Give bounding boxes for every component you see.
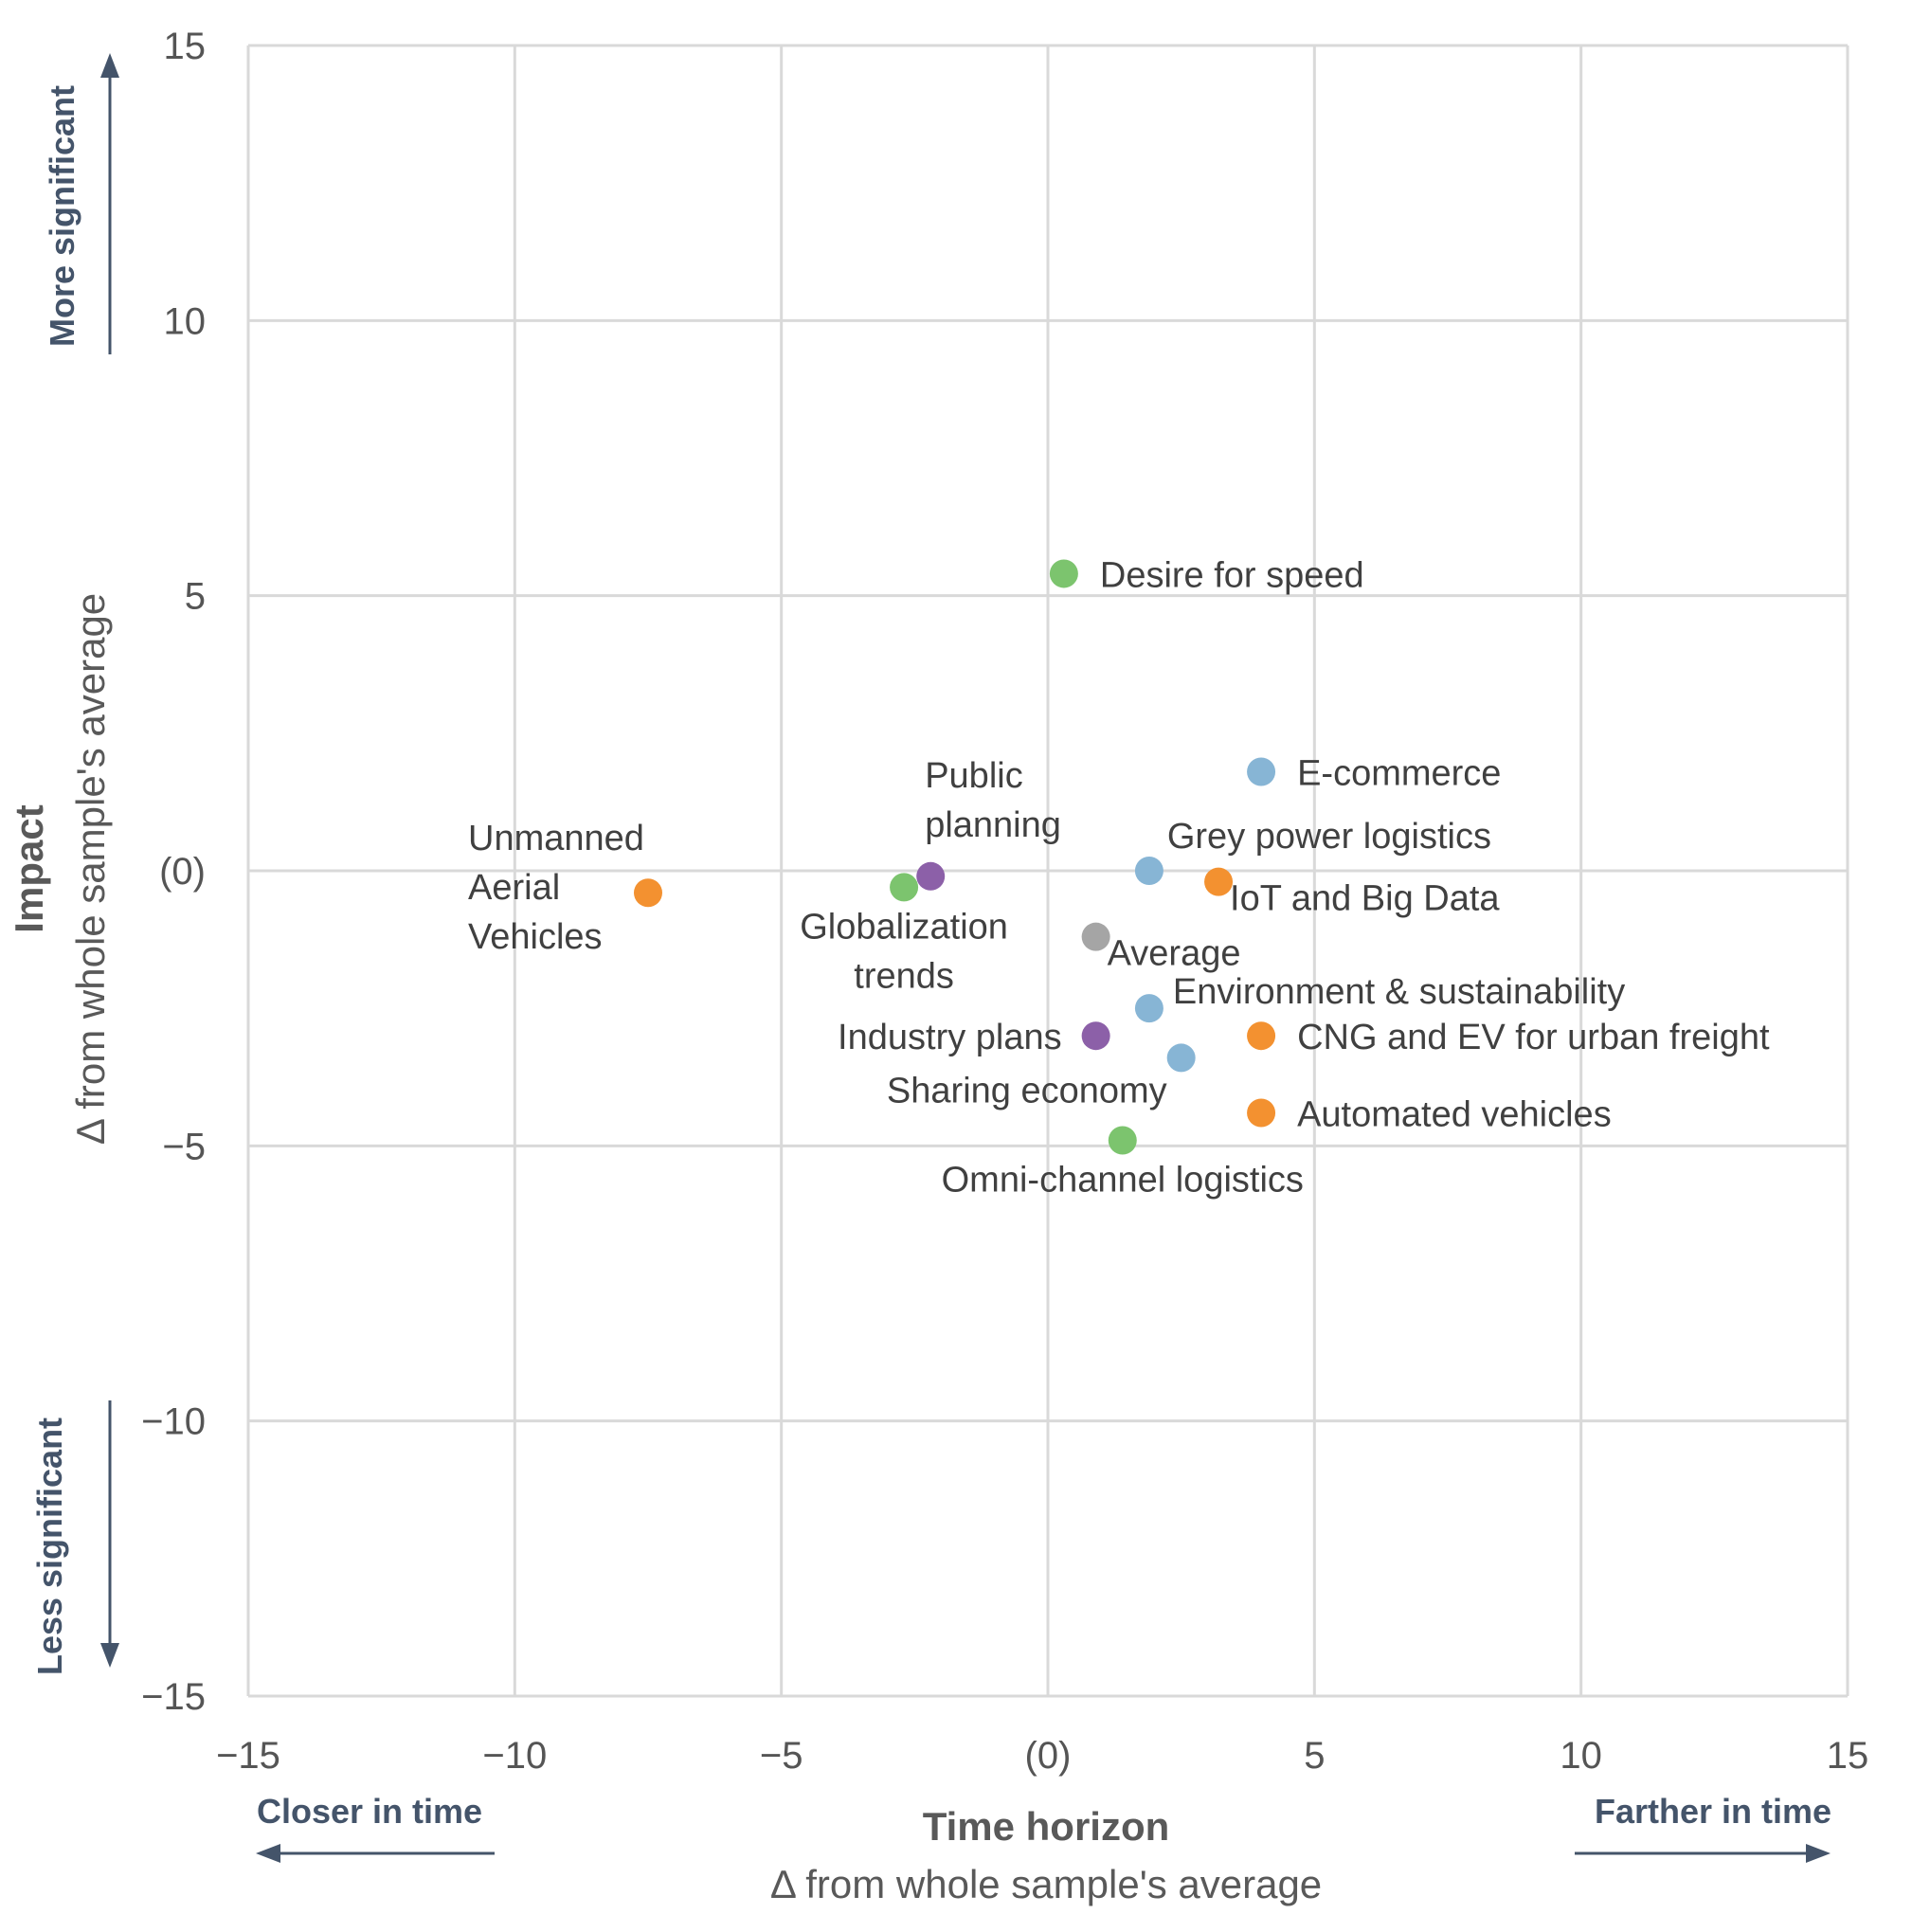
point-iot-and-big-data xyxy=(1204,867,1234,896)
less-significant-arrowhead xyxy=(100,1643,119,1668)
more-significant-arrowhead xyxy=(100,53,119,78)
point-industry-plans xyxy=(1081,1021,1110,1051)
x-tick-label: (0) xyxy=(1025,1735,1072,1777)
label-average: Average xyxy=(1108,934,1241,974)
point-automated-vehicles xyxy=(1247,1098,1276,1128)
y-tick-label: 5 xyxy=(185,576,206,618)
farther-in-time-arrowhead xyxy=(1806,1844,1831,1863)
tick-labels: −15 −10 −5 (0) 5 10 15 −15 −10 −5 (0) 5 10 15 xyxy=(141,26,1868,1777)
point-desire-for-speed xyxy=(1049,559,1078,588)
x-tick-label: 10 xyxy=(1560,1735,1602,1777)
label-environment-and-sustainability: Environment & sustainability xyxy=(1173,972,1625,1012)
y-axis-title: Impact xyxy=(7,804,51,932)
data-points xyxy=(634,559,1276,1155)
point-environment-and-sustainability xyxy=(1134,994,1163,1023)
point-cng-and-ev-for-urban-freight xyxy=(1247,1021,1276,1051)
point-omni-channel-logistics xyxy=(1108,1126,1137,1155)
label-iot-and-big-data: IoT and Big Data xyxy=(1230,879,1500,919)
label-grey-power-logistics: Grey power logistics xyxy=(1167,817,1491,857)
x-axis-subtitle: Δ from whole sample's average xyxy=(770,1862,1322,1906)
y-axis-title-group: Impact Δ from whole sample's average xyxy=(7,593,113,1145)
less-significant-label: Less significant xyxy=(30,1417,69,1675)
label-globalization-trends: Globalization xyxy=(800,907,1008,947)
label-public-planning: Public xyxy=(925,756,1023,796)
point-grey-power-logistics xyxy=(1134,857,1163,885)
label-cng-and-ev-for-urban-freight: CNG and EV for urban freight xyxy=(1297,1018,1770,1057)
x-axis-title-group: Time horizon Δ from whole sample's avera… xyxy=(770,1804,1322,1906)
x-tick-label: −10 xyxy=(482,1735,547,1777)
point-sharing-economy xyxy=(1166,1043,1196,1073)
y-tick-label: 15 xyxy=(164,26,207,67)
label-unmanned-aerial-vehicles: Unmanned xyxy=(468,819,644,858)
label-public-planning: planning xyxy=(925,805,1061,845)
point-labels: Desire for speed E-commerce Grey power log… xyxy=(468,555,1770,1200)
label-automated-vehicles: Automated vehicles xyxy=(1297,1094,1612,1134)
point-globalization-trends xyxy=(890,873,919,902)
x-tick-label: 15 xyxy=(1827,1735,1869,1777)
y-tick-label: (0) xyxy=(159,851,206,893)
farther-in-time-label: Farther in time xyxy=(1595,1792,1831,1831)
point-unmanned-aerial-vehicles xyxy=(634,878,662,908)
closer-in-time-arrowhead xyxy=(256,1844,280,1863)
y-tick-label: −10 xyxy=(141,1401,206,1443)
direction-indicators: More significant Less significant Closer… xyxy=(30,53,1831,1863)
y-tick-label: 10 xyxy=(164,300,207,342)
label-industry-plans: Industry plans xyxy=(838,1018,1062,1057)
label-omni-channel-logistics: Omni-channel logistics xyxy=(942,1161,1304,1201)
y-tick-label: −5 xyxy=(162,1126,206,1167)
x-tick-label: −15 xyxy=(216,1735,280,1777)
x-axis-title: Time horizon xyxy=(923,1804,1170,1849)
y-axis-subtitle: Δ from whole sample's average xyxy=(68,593,113,1145)
label-sharing-economy: Sharing economy xyxy=(887,1071,1167,1110)
label-e-commerce: E-commerce xyxy=(1297,753,1501,793)
more-significant-label: More significant xyxy=(43,85,81,347)
x-tick-label: −5 xyxy=(760,1735,803,1777)
x-tick-label: 5 xyxy=(1304,1735,1325,1777)
y-tick-label: −15 xyxy=(141,1676,206,1718)
point-e-commerce xyxy=(1247,757,1276,786)
grid-lines xyxy=(246,44,1849,1698)
point-average xyxy=(1081,922,1110,951)
closer-in-time-label: Closer in time xyxy=(257,1792,482,1831)
label-unmanned-aerial-vehicles: Aerial xyxy=(468,868,560,908)
point-public-planning xyxy=(916,861,946,891)
label-unmanned-aerial-vehicles: Vehicles xyxy=(468,917,603,957)
label-globalization-trends: trends xyxy=(854,956,954,996)
label-desire-for-speed: Desire for speed xyxy=(1100,555,1364,595)
